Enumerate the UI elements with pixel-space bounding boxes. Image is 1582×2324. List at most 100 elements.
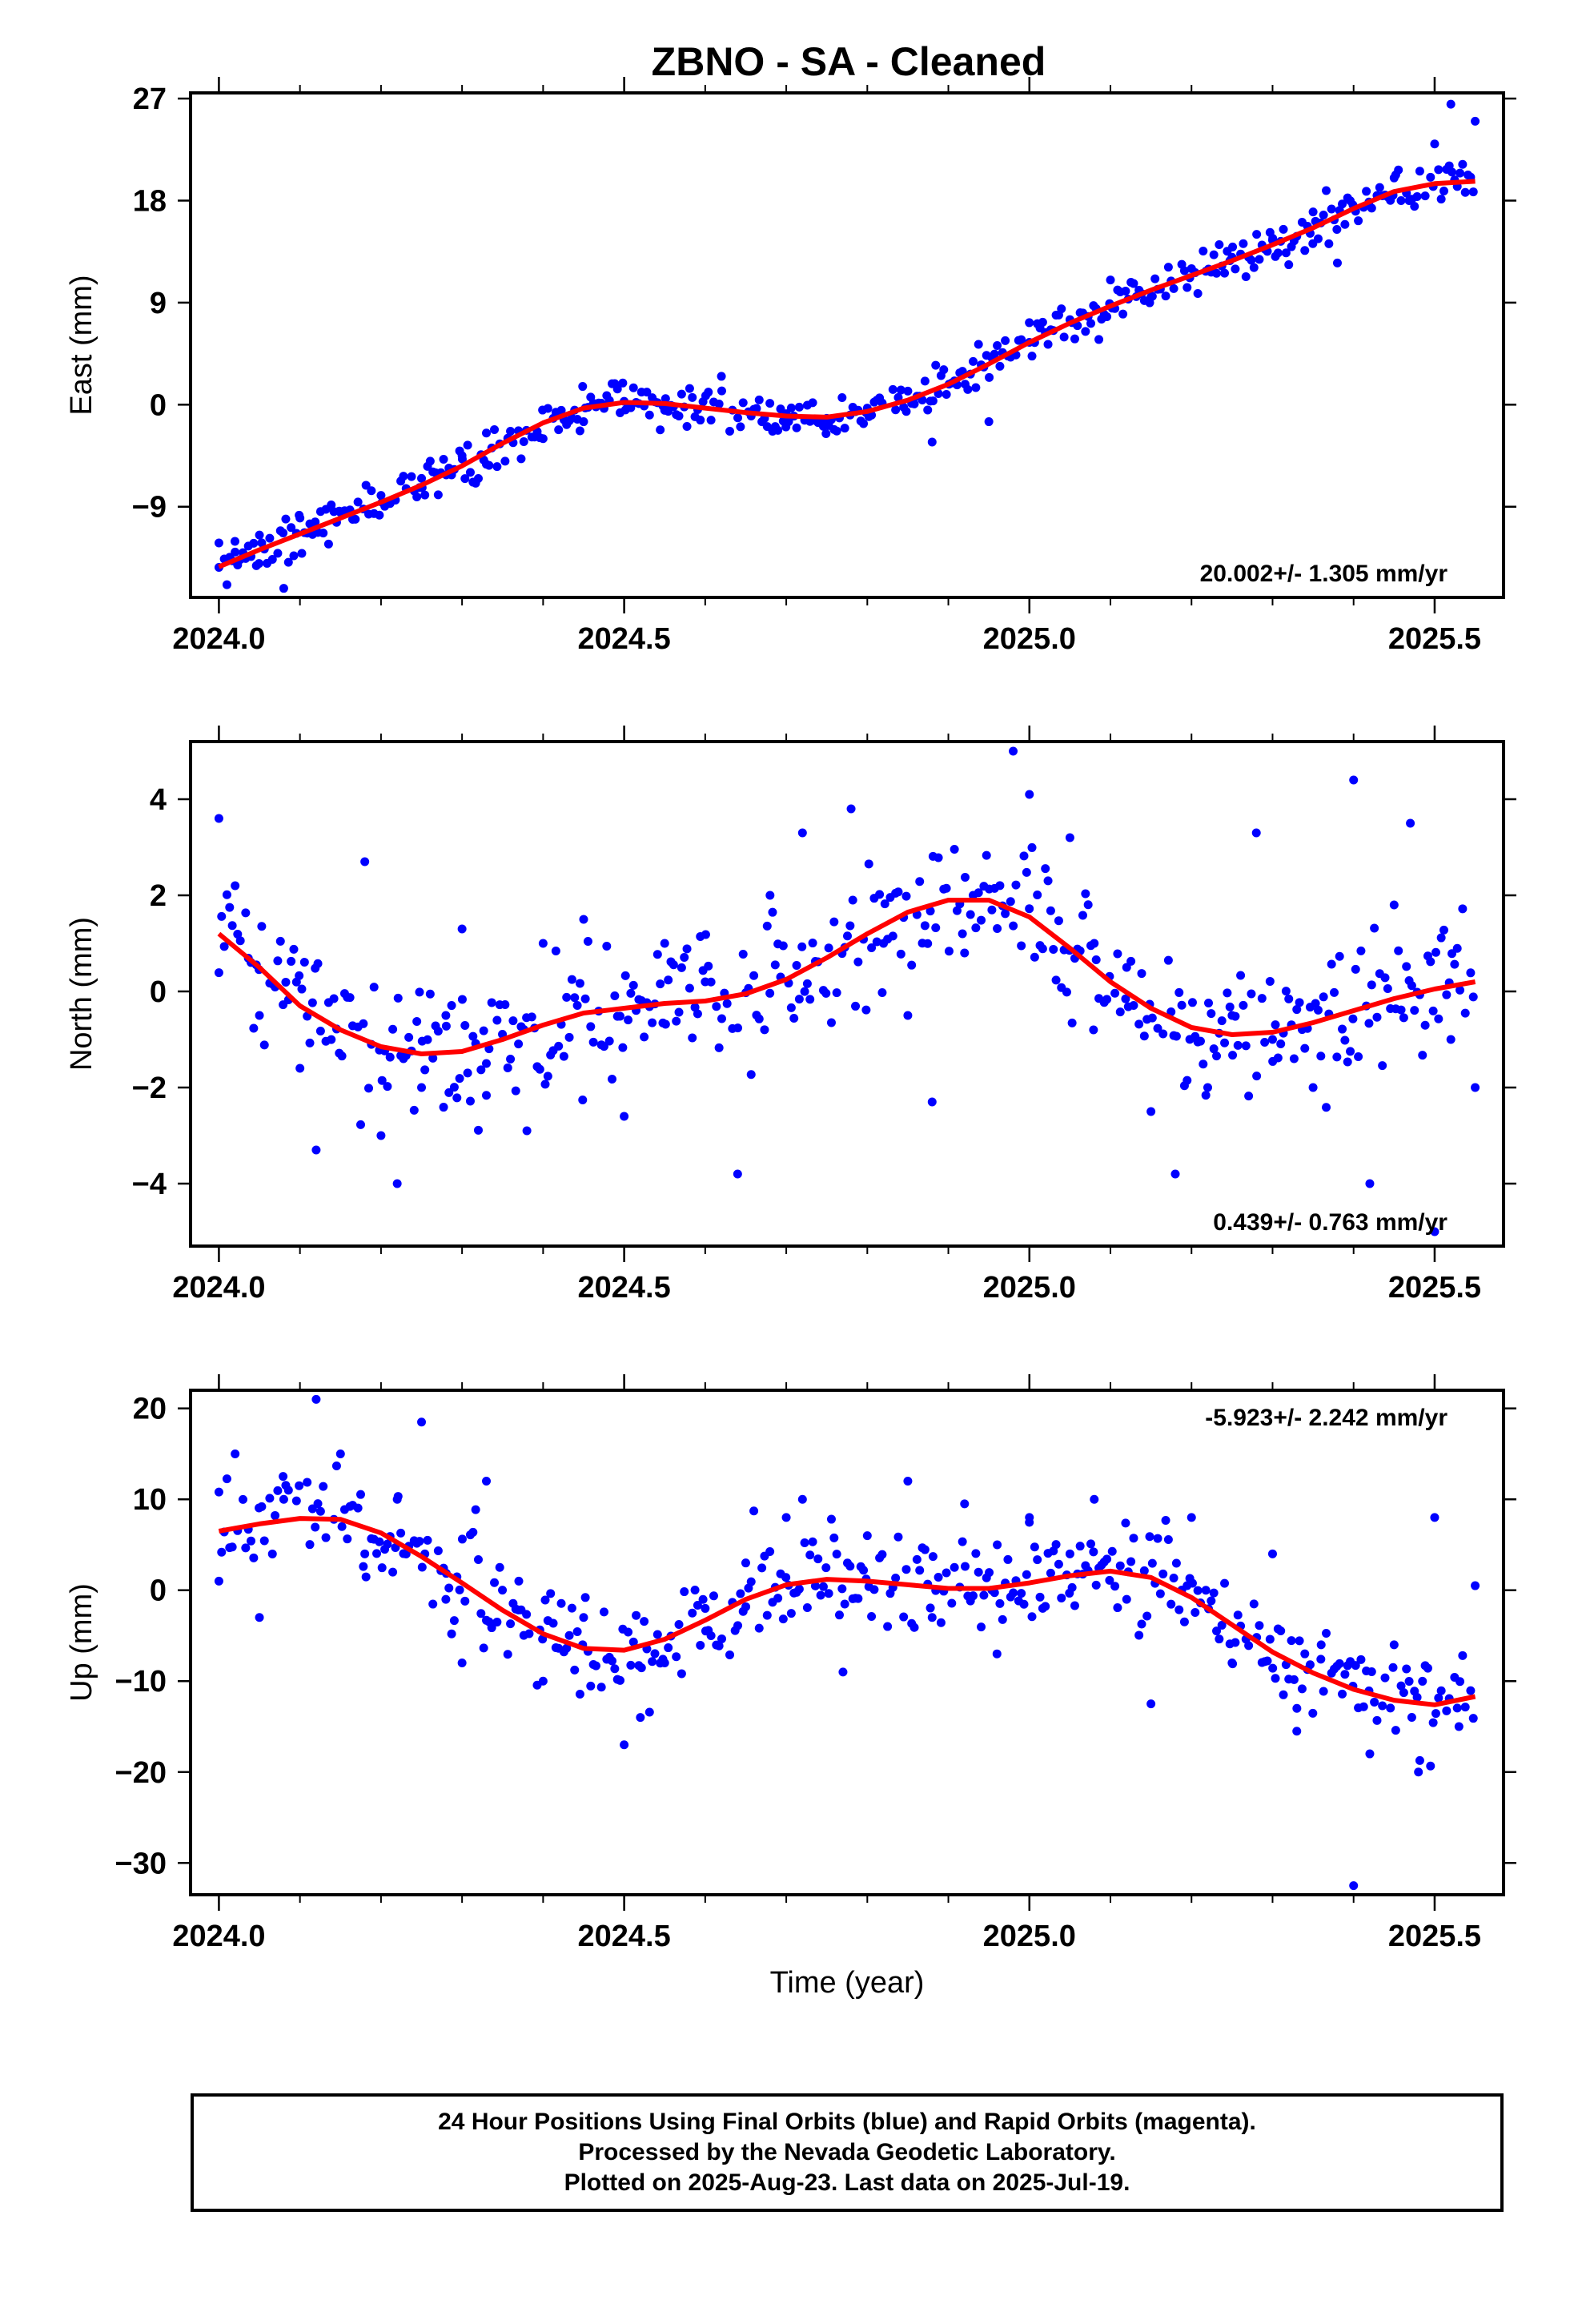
north-point xyxy=(579,915,588,924)
up-point xyxy=(813,1554,823,1564)
up-point xyxy=(818,1582,828,1591)
north-point xyxy=(377,1076,387,1085)
north-point xyxy=(281,977,291,987)
east-point xyxy=(1146,292,1156,302)
up-point xyxy=(773,1594,783,1603)
north-point xyxy=(543,1072,552,1081)
up-point xyxy=(1035,1592,1045,1602)
north-point xyxy=(1174,987,1184,997)
north-point xyxy=(1158,1029,1168,1039)
north-y-tick-label: 0 xyxy=(150,975,167,1009)
east-point xyxy=(1025,318,1034,328)
up-fit-line xyxy=(218,1516,1476,1707)
up-point xyxy=(1431,1709,1440,1719)
up-point xyxy=(455,1585,464,1594)
up-point xyxy=(214,1576,223,1586)
north-point xyxy=(693,1009,702,1019)
east-point xyxy=(696,416,705,425)
up-point xyxy=(265,1494,275,1503)
up-point xyxy=(1297,1684,1307,1694)
up-point xyxy=(1351,1661,1360,1671)
east-point xyxy=(1081,327,1090,336)
north-point xyxy=(1089,1025,1098,1035)
up-point xyxy=(869,1585,879,1594)
up-point xyxy=(468,1527,478,1537)
north-point xyxy=(1372,1012,1382,1022)
north-point xyxy=(417,1083,427,1092)
up-point xyxy=(331,1462,341,1471)
east-point xyxy=(319,529,328,538)
east-point xyxy=(439,455,448,464)
north-point xyxy=(875,890,885,899)
east-point xyxy=(1212,268,1222,278)
north-point xyxy=(800,987,809,996)
up-point xyxy=(392,1494,402,1504)
north-point xyxy=(832,988,841,998)
east-point xyxy=(1430,139,1439,149)
north-point xyxy=(1439,925,1448,935)
up-point xyxy=(479,1643,488,1653)
north-point xyxy=(995,881,1005,891)
north-point xyxy=(952,906,962,915)
north-point xyxy=(535,1064,544,1074)
north-point xyxy=(1011,880,1021,890)
east-point xyxy=(516,454,526,464)
up-point xyxy=(778,1614,788,1624)
east-y-tick-label: 0 xyxy=(150,388,167,422)
north-point xyxy=(610,991,620,1000)
north-point xyxy=(616,1011,625,1021)
north-point xyxy=(439,1103,448,1112)
north-point xyxy=(672,1016,681,1026)
up-point xyxy=(1102,1554,1112,1564)
north-point xyxy=(1407,981,1416,991)
up-point xyxy=(993,1540,1002,1550)
up-point xyxy=(1030,1542,1039,1552)
up-point xyxy=(396,1528,406,1538)
east-point xyxy=(214,538,223,548)
north-point xyxy=(315,1026,325,1035)
east-point xyxy=(482,428,492,438)
east-fit-line xyxy=(218,179,1476,569)
up-point xyxy=(859,1566,869,1575)
north-point xyxy=(1049,944,1058,954)
north-point xyxy=(289,944,299,954)
north-point xyxy=(1399,1013,1408,1023)
north-point xyxy=(1252,1072,1262,1081)
north-point xyxy=(867,943,877,953)
north-point xyxy=(974,888,983,898)
north-point xyxy=(1233,1040,1243,1050)
up-y-tick-label: 0 xyxy=(150,1574,167,1608)
north-point xyxy=(1351,964,1360,974)
east-point xyxy=(733,413,743,423)
up-point xyxy=(650,1649,660,1659)
north-point xyxy=(1402,962,1411,971)
north-point xyxy=(762,921,772,931)
north-point xyxy=(1418,1051,1427,1060)
up-point xyxy=(915,1566,925,1575)
north-point xyxy=(942,883,951,893)
north-point xyxy=(463,1068,472,1078)
up-point xyxy=(570,1665,580,1675)
east-point xyxy=(1059,332,1069,342)
north-point xyxy=(423,1035,432,1044)
up-point xyxy=(891,1573,901,1582)
east-point xyxy=(674,412,684,421)
north-point xyxy=(572,1000,582,1010)
north-point xyxy=(409,1105,419,1115)
north-point xyxy=(1078,911,1087,920)
up-point xyxy=(832,1550,841,1559)
north-point xyxy=(1273,1053,1283,1063)
north-point xyxy=(1300,1043,1310,1053)
up-point xyxy=(741,1602,751,1611)
east-point xyxy=(1279,224,1288,234)
east-point xyxy=(1252,230,1262,239)
east-point xyxy=(506,427,516,436)
east-point xyxy=(628,383,638,392)
up-point xyxy=(942,1568,951,1578)
north-point xyxy=(508,1016,518,1026)
east-rate-label: 20.002+/- 1.305 mm/yr xyxy=(1200,561,1448,587)
up-point xyxy=(794,1584,804,1594)
east-point xyxy=(993,341,1002,351)
north-point xyxy=(1394,946,1403,955)
up-point xyxy=(257,1502,267,1511)
